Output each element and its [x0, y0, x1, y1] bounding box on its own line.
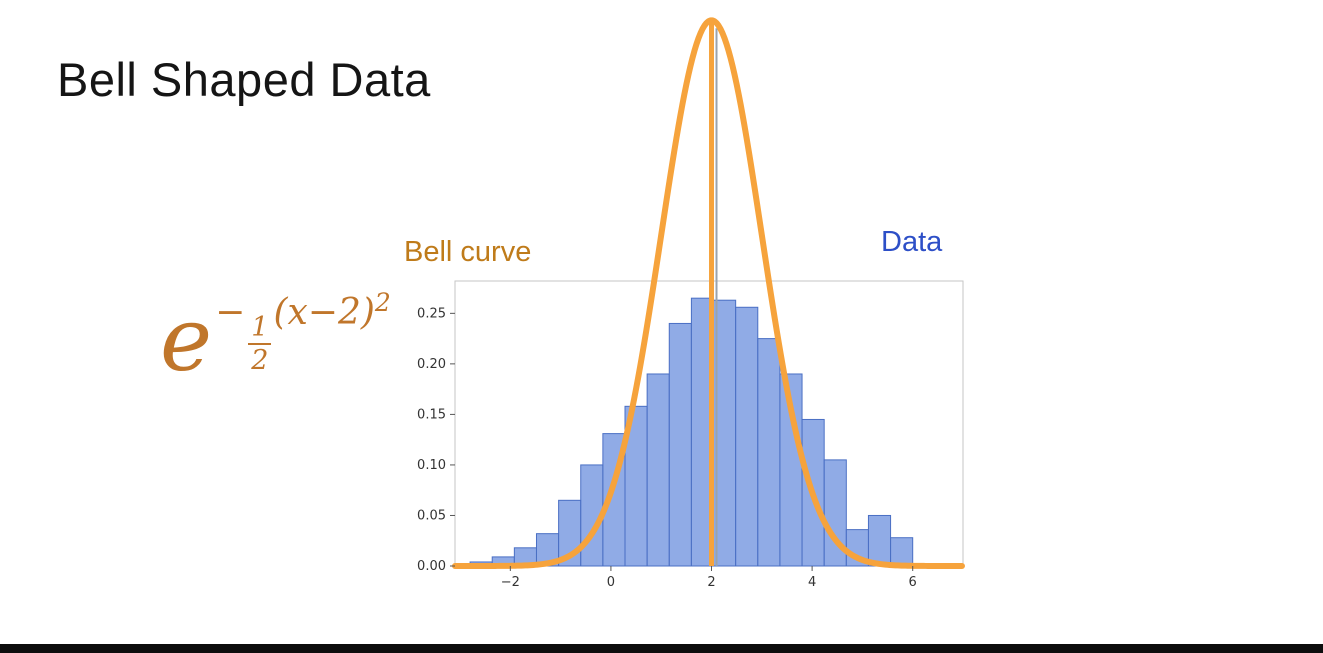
formula-power: 2: [374, 288, 391, 317]
histogram-bar: [823, 459, 847, 567]
histogram-bar: [890, 537, 914, 567]
bottom-black-bar: [0, 644, 1323, 653]
page-title: Bell Shaped Data: [57, 53, 431, 106]
x-tick-label: 4: [808, 575, 816, 590]
gaussian-formula: e− 1 2 (x−2)2: [160, 290, 391, 420]
bell-curve-line: [452, 17, 965, 569]
formula-base: e: [160, 288, 213, 391]
y-tick-label: 0.15: [417, 407, 446, 422]
data-label: Data: [881, 226, 943, 258]
histogram-bar: [646, 373, 670, 567]
y-tick-label: 0.00: [417, 559, 446, 574]
y-tick-label: 0.05: [417, 508, 446, 523]
bell-curve-label: Bell curve: [404, 236, 532, 268]
y-tick-label: 0.25: [417, 306, 446, 321]
formula-exponent: −1 2 (x−2)2: [215, 290, 391, 374]
x-tick-label: −2: [501, 575, 520, 590]
histogram-bar: [735, 306, 759, 567]
x-tick-label: 6: [909, 575, 917, 590]
histogram-bar: [757, 338, 781, 567]
x-tick-label: 2: [707, 575, 715, 590]
formula-minus-sign: −: [215, 292, 247, 333]
histogram-bar: [668, 322, 692, 567]
formula-body: (x−2): [273, 292, 375, 333]
formula-frac-denominator: 2: [251, 345, 269, 376]
y-tick-label: 0.10: [417, 458, 446, 473]
formula-frac-numerator: 1: [248, 314, 272, 345]
y-tick-label: 0.20: [417, 357, 446, 372]
histogram-bar: [867, 514, 892, 567]
x-tick-label: 0: [607, 575, 615, 590]
